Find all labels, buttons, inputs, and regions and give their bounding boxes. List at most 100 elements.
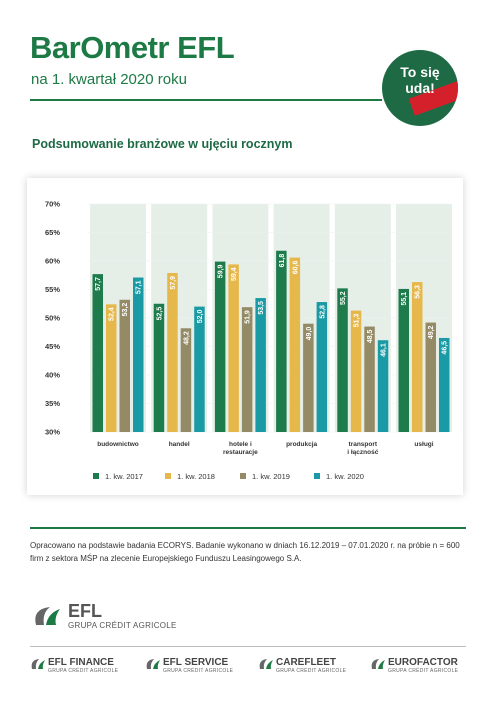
brand-sub: GRUPA CRÉDIT AGRICOLE [163, 668, 234, 674]
y-tick-label: 50% [45, 314, 60, 323]
brand: EFL SERVICE GRUPA CRÉDIT AGRICOLE [145, 657, 257, 674]
bar [316, 302, 328, 432]
x-tick-label: usługi [414, 441, 434, 448]
value-label: 57,9 [170, 276, 177, 290]
bar [228, 264, 239, 432]
value-label: 59,9 [218, 264, 225, 278]
value-label: 48,2 [183, 331, 190, 345]
value-label: 51,9 [245, 310, 252, 324]
bar [119, 299, 130, 432]
value-label: 61,8 [279, 254, 286, 268]
bar [153, 303, 165, 432]
value-label: 53,2 [122, 303, 129, 317]
y-tick-label: 40% [45, 371, 60, 380]
logo-text: EFL [68, 601, 102, 621]
divider [30, 646, 466, 647]
value-label: 52,4 [109, 307, 116, 321]
legend-swatch [93, 473, 99, 479]
brand-icon [259, 659, 273, 669]
bar [439, 337, 450, 432]
brand-icon-shape [38, 660, 45, 669]
x-tick-label: budownictwo [97, 441, 139, 448]
bar [180, 328, 192, 432]
value-label: 52,0 [197, 309, 204, 323]
brand-sub: GRUPA CRÉDIT AGRICOLE [388, 668, 459, 674]
y-tick-label: 65% [45, 228, 60, 237]
bar [364, 326, 375, 432]
bar [92, 274, 103, 432]
y-tick-label: 60% [45, 257, 60, 266]
divider [30, 527, 466, 529]
value-label: 49,0 [306, 327, 313, 341]
logo-shape [46, 609, 60, 625]
badge-text: To się uda! [400, 64, 440, 96]
brand-sub: GRUPA CRÉDIT AGRICOLE [276, 668, 347, 674]
bar [425, 322, 436, 432]
x-tick-label: transport i łączność [347, 441, 379, 456]
brand-icon-shape [31, 659, 39, 669]
divider [30, 99, 382, 101]
brand-icon-shape [371, 659, 379, 669]
brand-icon-shape [266, 660, 273, 669]
bar [303, 323, 314, 432]
value-label: 48,5 [367, 329, 374, 343]
brand-sub: GRUPA CRÉDIT AGRICOLE [48, 668, 119, 674]
legend-label: 1. kw. 2018 [177, 472, 215, 481]
footnote: Opracowano na podstawie badania ECORYS. … [30, 541, 460, 563]
y-tick-label: 35% [45, 399, 60, 408]
y-tick-label: 30% [45, 428, 60, 437]
subtitle: na 1. kwartał 2020 roku [31, 71, 187, 88]
logo-icon [35, 607, 60, 625]
brand-icon-shape [153, 660, 160, 669]
title: BarOmetr EFL [30, 30, 235, 65]
legend-swatch [240, 473, 246, 479]
legend-swatch [165, 473, 171, 479]
brand-icon [146, 659, 160, 669]
value-label: 56,3 [415, 285, 422, 299]
brand-name: EFL FINANCE [48, 657, 114, 668]
legend-label: 1. kw. 2019 [252, 472, 290, 481]
value-label: 52,5 [156, 307, 163, 321]
value-label: 60,6 [292, 260, 299, 274]
value-label: 46,5 [442, 341, 449, 355]
x-tick-label: hotele i restauracje [223, 441, 258, 456]
brand-name: EUROFACTOR [388, 657, 458, 668]
legend-label: 1. kw. 2020 [326, 472, 364, 481]
bar [194, 306, 205, 432]
brand-name: CAREFLEET [276, 657, 336, 668]
legend-swatch [314, 473, 320, 479]
bar [167, 272, 178, 432]
value-label: 59,4 [231, 267, 238, 281]
x-tick-label: handel [168, 441, 190, 448]
brand-icon-shape [259, 659, 267, 669]
value-label: 57,1 [136, 280, 143, 294]
bar [133, 277, 144, 432]
brand: EFL FINANCE GRUPA CRÉDIT AGRICOLE [30, 657, 142, 674]
badge: To się uda! [382, 50, 458, 126]
bar [255, 298, 266, 432]
brand-icon [371, 659, 385, 669]
brand: CAREFLEET GRUPA CRÉDIT AGRICOLE [258, 657, 370, 674]
bar [241, 307, 253, 432]
bar [214, 261, 226, 432]
logo-shape [35, 607, 50, 625]
brand-icon-shape [378, 660, 385, 669]
value-label: 55,2 [340, 291, 347, 305]
value-label: 49,2 [428, 325, 435, 339]
value-label: 46,1 [381, 343, 388, 357]
y-tick-label: 55% [45, 285, 60, 294]
bar [337, 288, 348, 432]
value-label: 52,8 [319, 305, 326, 319]
bar [412, 282, 423, 432]
bar [289, 257, 301, 432]
bar [276, 250, 287, 432]
legend-label: 1. kw. 2017 [105, 472, 143, 481]
logo-subtext: GRUPA CRÉDIT AGRICOLE [68, 621, 177, 630]
bar [398, 288, 409, 432]
bar [377, 340, 389, 432]
x-tick-label: produkcja [286, 441, 318, 448]
brand-icon [31, 659, 45, 669]
y-tick-label: 70% [45, 200, 60, 209]
